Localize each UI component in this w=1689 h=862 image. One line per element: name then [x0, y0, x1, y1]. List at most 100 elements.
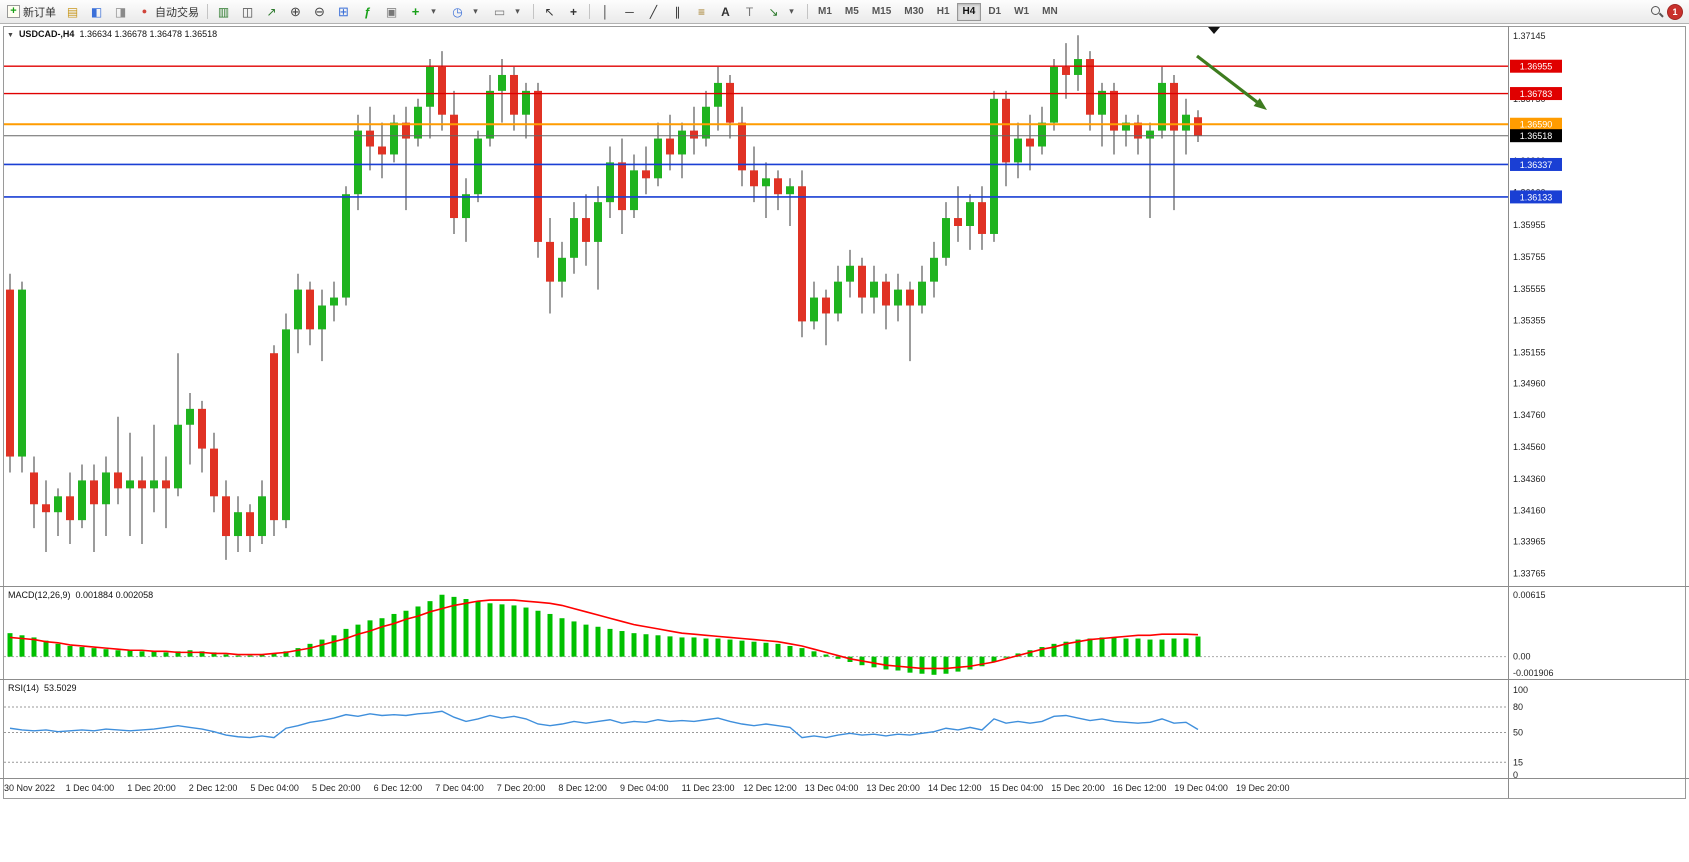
templates-button[interactable] [488, 2, 529, 22]
macd-histogram-bar [391, 613, 397, 657]
auto-trading-button[interactable]: 自动交易 [133, 2, 203, 22]
horizontal-line-button[interactable] [618, 2, 641, 22]
candle [726, 82, 734, 123]
axis-label: 80 [1513, 702, 1523, 712]
macd-signal-line [9, 599, 1199, 670]
collapse-chart-icon[interactable] [7, 29, 14, 39]
macd-histogram-bar [523, 607, 529, 657]
macd-histogram-bar [703, 638, 709, 657]
macd-histogram-bar [211, 652, 217, 657]
crosshair-button[interactable] [562, 2, 585, 22]
macd-histogram-bar [43, 640, 49, 657]
candle [186, 408, 194, 425]
macd-histogram-bar [1123, 638, 1129, 657]
candlestick-chart-button[interactable] [236, 2, 259, 22]
candle [1170, 82, 1178, 131]
candle [1122, 122, 1130, 131]
candle [318, 305, 326, 330]
candle [354, 130, 362, 195]
macd-histogram-bar [247, 655, 253, 657]
timeframe-h4[interactable]: H4 [956, 2, 982, 21]
timeframe-m15[interactable]: M15 [871, 6, 892, 17]
toolbar-separator [807, 4, 808, 19]
candle [870, 281, 878, 298]
cursor-button[interactable] [538, 2, 561, 22]
macd-histogram-bar [787, 645, 793, 657]
arrows-button[interactable] [762, 2, 803, 22]
indicators-button[interactable] [356, 2, 379, 22]
arrow-object-icon [766, 4, 781, 19]
candle [906, 289, 914, 306]
new-order-button[interactable]: 新订单 [3, 2, 60, 22]
timeframe-m5[interactable]: M5 [844, 6, 859, 17]
candle [690, 130, 698, 139]
text-label-button[interactable] [738, 2, 761, 22]
zoom-in-button[interactable] [284, 2, 307, 22]
terminal-button[interactable] [109, 2, 132, 22]
objects-button[interactable] [380, 2, 403, 22]
macd-histogram-bar [379, 618, 385, 657]
macd-histogram-bar [907, 656, 913, 673]
trendline-button[interactable] [642, 2, 665, 22]
macd-histogram-bar [139, 651, 145, 657]
macd-histogram-bar [319, 639, 325, 657]
timeframe-m30[interactable]: M30 [904, 6, 924, 17]
fibonacci-button[interactable] [690, 2, 713, 22]
bar-chart-button[interactable] [212, 2, 235, 22]
chevron-down-icon [468, 4, 483, 19]
macd-histogram-bar [871, 656, 877, 668]
axis-label: 1.34760 [1513, 410, 1546, 420]
candle [858, 265, 866, 298]
candle [174, 424, 182, 489]
macd-histogram-bar [1171, 638, 1177, 657]
objects-icon [384, 4, 399, 19]
macd-histogram-bar [991, 656, 997, 662]
navigator-button[interactable] [85, 2, 108, 22]
timeframe-d1[interactable]: D1 [988, 6, 1002, 17]
clock-icon [450, 4, 465, 19]
rsi-label: RSI(14) [8, 683, 40, 693]
timeframe-m1[interactable]: M1 [818, 6, 832, 17]
macd-histogram-bar [1075, 639, 1081, 657]
notification-badge[interactable]: 1 [1668, 4, 1682, 19]
macd-histogram-bar [367, 620, 373, 657]
market-watch-button[interactable] [61, 2, 84, 22]
candle [822, 297, 830, 314]
candle [6, 289, 14, 457]
zoom-out-button[interactable] [308, 2, 331, 22]
periods-button[interactable] [446, 2, 487, 22]
macd-histogram-bar [967, 656, 973, 670]
macd-histogram-bar [343, 628, 349, 657]
candle [162, 480, 170, 489]
macd-histogram-bar [67, 645, 73, 657]
zoom-out-icon [312, 4, 327, 19]
axis-label: 6 Dec 12:00 [374, 783, 423, 793]
candle [630, 170, 638, 211]
text-label-icon [742, 4, 757, 19]
tile-windows-button[interactable] [332, 2, 355, 22]
macd-histogram-bar [691, 637, 697, 657]
search-icon[interactable] [1650, 5, 1663, 18]
macd-histogram-bar [955, 656, 961, 672]
macd-histogram-bar [271, 653, 277, 657]
timeframe-mn[interactable]: MN [1042, 6, 1058, 17]
timeframe-w1[interactable]: W1 [1014, 6, 1030, 17]
new-chart-button[interactable] [404, 2, 445, 22]
macd-histogram-bar [187, 650, 193, 657]
zoom-in-icon [288, 4, 303, 19]
axis-label: 14 Dec 12:00 [928, 783, 982, 793]
macd-histogram-bar [511, 605, 517, 657]
vertical-line-button[interactable] [594, 2, 617, 22]
timeframe-h1[interactable]: H1 [936, 6, 950, 17]
channel-button[interactable] [666, 2, 689, 22]
axis-label: 13 Dec 20:00 [866, 783, 920, 793]
axis-label: 15 Dec 04:00 [990, 783, 1044, 793]
text-button[interactable] [714, 2, 737, 22]
line-chart-button[interactable] [260, 2, 283, 22]
chart-shift-marker[interactable] [1208, 27, 1220, 34]
trend-arrow-annotation[interactable] [1196, 54, 1258, 104]
candle [1062, 67, 1070, 75]
macd-histogram-bar [631, 633, 637, 657]
candle [582, 218, 590, 242]
